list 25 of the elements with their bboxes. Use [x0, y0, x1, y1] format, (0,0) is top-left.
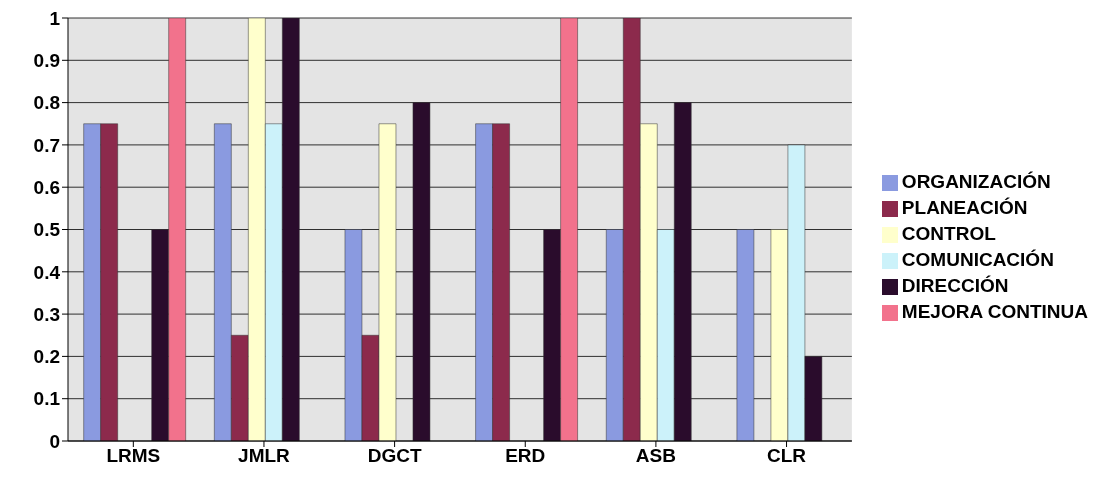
y-tick-label: 0.4	[33, 261, 61, 283]
legend-label: ORGANIZACIÓN	[901, 171, 1051, 192]
y-tick-label: 1	[49, 7, 61, 29]
y-tick-label: 0.3	[33, 303, 60, 325]
y-tick-label: 0.1	[33, 388, 61, 410]
y-tick-label: 0.9	[33, 50, 60, 72]
bar	[412, 102, 431, 441]
x-tick-label: DGCT	[367, 445, 422, 467]
legend-label: PLANEACIÓN	[901, 197, 1028, 218]
y-tick-label: 0.5	[33, 219, 61, 241]
legend-label: COMUNICACIÓN	[901, 249, 1054, 270]
y-tick-label: 0.8	[33, 92, 60, 114]
y-tick-label: 0.7	[33, 134, 60, 156]
bar	[736, 229, 755, 441]
legend-label: CONTROL	[901, 223, 996, 244]
y-tick-label: 0.2	[33, 346, 60, 368]
legend-label: DIRECCIÓN	[901, 275, 1009, 296]
x-tick-label: LRMS	[106, 445, 161, 467]
y-tick-label: 0.6	[33, 176, 60, 198]
y-tick-label: 0	[49, 430, 60, 452]
x-tick-label: CLR	[767, 445, 807, 467]
x-tick-label: ERD	[505, 445, 546, 467]
legend-label: MEJORA CONTINUA	[901, 301, 1088, 322]
x-tick-label: ASB	[635, 445, 676, 467]
x-tick-label: JMLR	[238, 445, 291, 467]
